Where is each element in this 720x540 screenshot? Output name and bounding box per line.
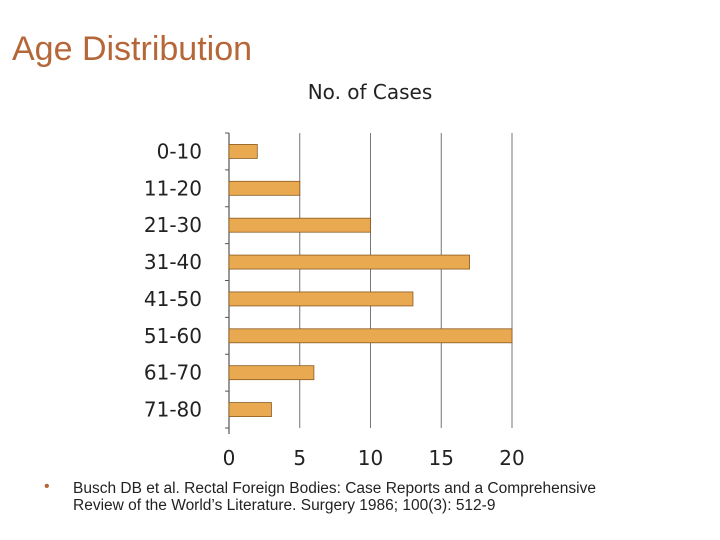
bar-51-60 bbox=[228, 328, 513, 344]
y-tick-label: 31-40 bbox=[144, 250, 202, 274]
x-tick-label: 15 bbox=[429, 446, 454, 470]
chart-title: No. of Cases bbox=[307, 80, 433, 104]
y-tick-label: 61-70 bbox=[144, 361, 202, 385]
bar-21-30 bbox=[228, 217, 371, 233]
slide-title: Age Distribution bbox=[12, 30, 253, 68]
bullet-marker: • bbox=[44, 478, 50, 495]
bar-71-80 bbox=[228, 402, 272, 417]
x-tick-label: 5 bbox=[293, 446, 306, 470]
y-tick-label: 51-60 bbox=[144, 324, 202, 348]
bar-31-40 bbox=[228, 254, 470, 270]
y-tick-label: 21-30 bbox=[144, 213, 202, 237]
bar-11-20 bbox=[228, 180, 301, 196]
bar-41-50 bbox=[228, 291, 414, 307]
citation-text: Busch DB et al. Rectal Foreign Bodies: C… bbox=[73, 480, 596, 514]
bar-61-70 bbox=[228, 365, 315, 381]
citation: Busch DB et al. Rectal Foreign Bodies: C… bbox=[48, 480, 638, 514]
y-tick-label: 0-10 bbox=[157, 139, 202, 163]
y-tick-label: 41-50 bbox=[144, 287, 202, 311]
x-tick-label: 20 bbox=[499, 446, 524, 470]
x-tick-label: 10 bbox=[358, 446, 383, 470]
bar-0-10 bbox=[228, 144, 258, 159]
y-tick-label: 11-20 bbox=[144, 176, 202, 200]
y-tick-label: 71-80 bbox=[144, 398, 202, 422]
x-tick-label: 0 bbox=[223, 446, 236, 470]
